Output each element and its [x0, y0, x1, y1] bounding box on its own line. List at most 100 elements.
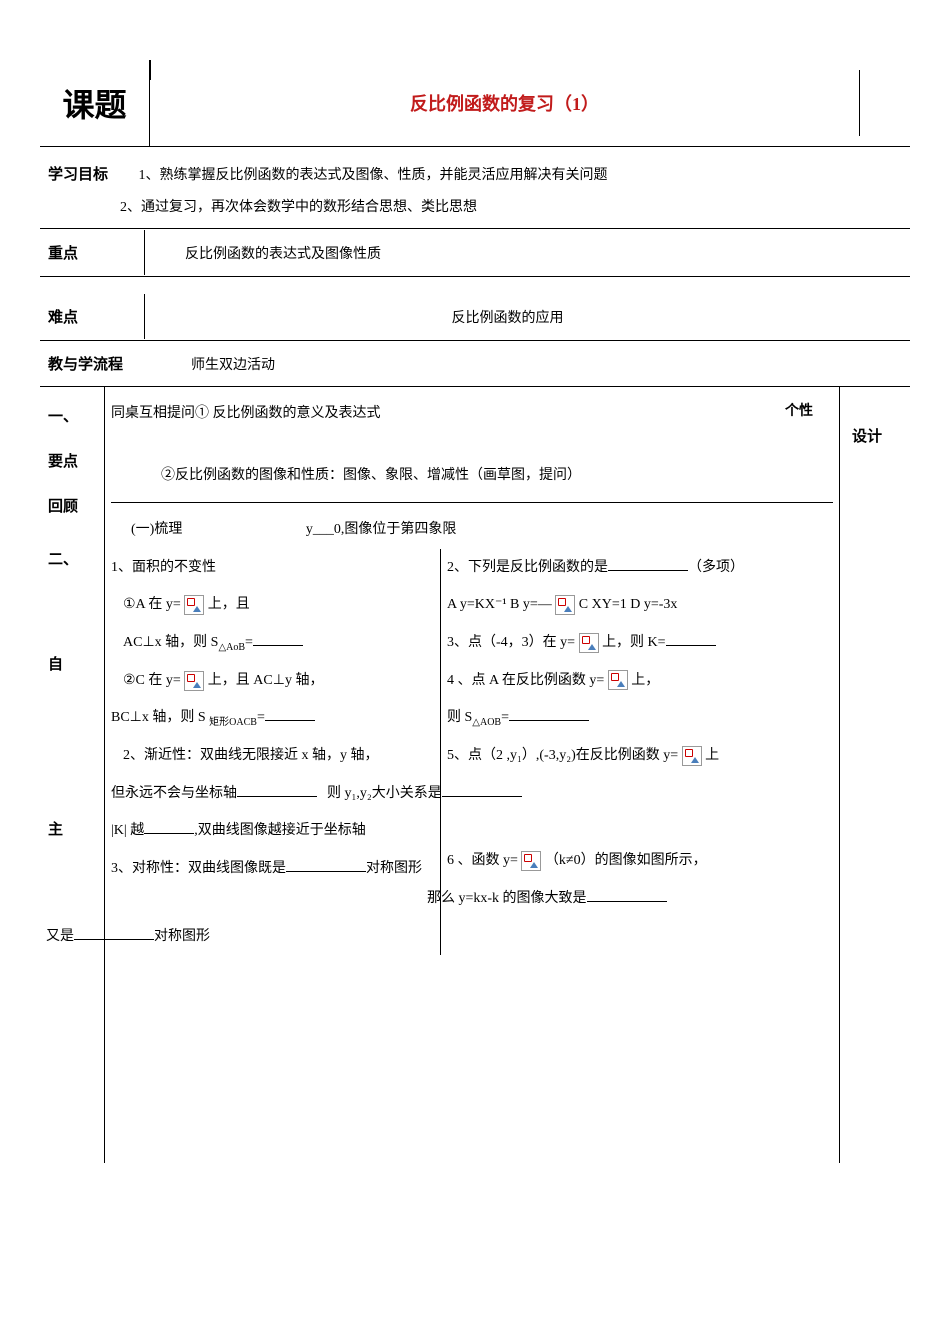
blank-field — [144, 820, 194, 834]
spacer — [44, 530, 100, 538]
flow-label: 教与学流程 — [40, 349, 131, 378]
aob-sub: △AoB — [218, 642, 245, 653]
c-on-line: ②C 在 y= 上，且 AC⊥y 轴， — [111, 662, 434, 700]
q4b-text: 上， — [631, 673, 659, 688]
stage-2: 二、 — [44, 538, 100, 583]
spacer — [111, 433, 833, 457]
stage-1c: 回顾 — [44, 485, 100, 530]
a-on-text: ①A 在 y= — [123, 597, 181, 612]
blank-field — [237, 783, 317, 797]
formula-placeholder-icon — [682, 746, 702, 766]
symm-text: 3、对称性：双曲线图像既是 — [111, 861, 286, 876]
blank-field — [509, 707, 589, 721]
also-text2: 对称图形 — [154, 929, 210, 944]
q2b-text: （多项） — [688, 560, 744, 575]
q6-line: 6 、函数 y= （k≠0）的图像如图所示， — [447, 842, 833, 880]
opts-text: A y=KX⁻¹ B y=— — [447, 597, 552, 612]
q3b-text: 上，则 K= — [602, 635, 666, 650]
q2-line: 2、下列是反比例函数的是（多项） — [447, 549, 833, 587]
title-row: 课题 反比例函数的复习（1） — [40, 60, 910, 147]
formula-placeholder-icon — [579, 633, 599, 653]
flow-row: 教与学流程 师生双边活动 — [40, 341, 910, 386]
middle-column: 同桌互相提问① 反比例函数的意义及表达式 个性 ②反比例函数的图像和性质：图像、… — [105, 387, 840, 1163]
q6-text: 6 、函数 y= — [447, 853, 518, 868]
comb-header: (一)梳理 y___0,图像位于第四象限 — [111, 511, 833, 549]
q4c-line: 则 S△AOB= — [447, 699, 833, 737]
difficulty-content: 反比例函数的应用 — [145, 295, 910, 339]
right-column: 设计 — [840, 387, 910, 1163]
asymp-text: 2、渐近性：双曲线无限接近 x 轴，y 轴， — [123, 748, 379, 763]
blank-field — [265, 707, 315, 721]
k-more-line: |K| 越,双曲线图像越接近于坐标轴 — [111, 812, 434, 850]
ac-perp-line: AC⊥x 轴，则 S△AoB= — [111, 624, 434, 662]
q4c-text: 则 S — [447, 710, 472, 725]
formula-placeholder-icon — [555, 595, 575, 615]
blank-field — [253, 632, 303, 646]
k-more-text: |K| 越 — [111, 823, 144, 838]
blank-field — [666, 632, 716, 646]
main-grid: 一、 要点 回顾 二、 自 主 同桌互相提问① 反比例函数的意义及表达式 个性 … — [40, 386, 910, 1163]
stage-4: 主 — [44, 808, 100, 853]
goal-1: 1、熟练掌握反比例函数的表达式及图像、性质，并能灵活应用解决有关问题 — [139, 168, 608, 183]
goals-label: 学习目标 — [40, 159, 135, 188]
q4e-text: = — [501, 710, 509, 725]
bc-perp-line: BC⊥x 轴，则 S 矩形OACB= — [111, 699, 434, 737]
q5-line: 5、点（2 ,y₁）,(-3,y₂)在反比例函数 y= 上 — [447, 737, 833, 775]
q5-text: 5、点（2 ,y₁）,(-3,y₂)在反比例函数 y= — [447, 748, 678, 763]
stage-3: 自 — [44, 643, 100, 688]
keypoint-content: 反比例函数的表达式及图像性质 — [145, 231, 910, 275]
symm-text2: 对称图形 — [366, 861, 422, 876]
spacer — [44, 688, 100, 808]
personality-label: 个性 — [785, 395, 813, 429]
review-line-1: 同桌互相提问① 反比例函数的意义及表达式 个性 — [111, 395, 833, 433]
flow-content: 师生双边活动 — [131, 350, 335, 378]
q5c-line: 则 y₁,y₂大小关系是 — [327, 775, 833, 813]
keypoint-label: 重点 — [40, 230, 145, 275]
comb-title: (一)梳理 — [111, 522, 182, 537]
q5b-text: 上 — [705, 748, 719, 763]
q4-line: 4 、点 A 在反比例函数 y= 上， — [447, 662, 833, 700]
q6c-text: 那么 y=kx-k 的图像大致是 — [427, 891, 587, 906]
q3-line: 3、点（-4，3）在 y= 上，则 K= — [447, 624, 833, 662]
q6c-line: 那么 y=kx-k 的图像大致是 — [327, 880, 833, 918]
q4-text: 4 、点 A 在反比例函数 y= — [447, 673, 604, 688]
ac-perp-text: AC⊥x 轴，则 S — [123, 635, 218, 650]
formula-placeholder-icon — [608, 670, 628, 690]
bottom-spacer — [111, 955, 833, 1155]
blank-field — [442, 783, 522, 797]
title-content: 反比例函数的复习（1） — [150, 70, 860, 136]
c-on-text2: 上，且 AC⊥y 轴， — [208, 673, 324, 688]
design-label: 设计 — [844, 395, 906, 476]
quadrant-text: y___0,图像位于第四象限 — [186, 522, 457, 537]
title-label: 课题 — [40, 60, 150, 146]
review-text-2: ②反比例函数的图像和性质：图像、象限、增减性（画草图，提问） — [161, 468, 581, 483]
document-page: 课题 反比例函数的复习（1） 学习目标 1、熟练掌握反比例函数的表达式及图像、性… — [40, 60, 910, 1163]
divider-vline — [150, 60, 151, 80]
review-block: 同桌互相提问① 反比例函数的意义及表达式 个性 ②反比例函数的图像和性质：图像、… — [111, 395, 833, 503]
a-on-line: ①A 在 y= 上，且 — [111, 586, 434, 624]
difficulty-row: 难点 反比例函数的应用 — [40, 293, 910, 341]
review-line-2: ②反比例函数的图像和性质：图像、象限、增减性（画草图，提问） — [111, 457, 833, 495]
blank-field — [74, 926, 154, 940]
difficulty-label: 难点 — [40, 294, 145, 339]
a-on-text2: 上，且 — [208, 597, 250, 612]
blank-field — [608, 557, 688, 571]
q6b-text: （k≠0）的图像如图所示， — [545, 853, 707, 868]
goal-row-1: 学习目标 1、熟练掌握反比例函数的表达式及图像、性质，并能灵活应用解决有关问题 — [40, 147, 910, 192]
stage-1b: 要点 — [44, 440, 100, 485]
review-text-1: 同桌互相提问① 反比例函数的意义及表达式 — [111, 406, 381, 421]
spacer — [40, 277, 910, 293]
stage-1: 一、 — [44, 395, 100, 440]
opts-line: A y=KX⁻¹ B y=— C XY=1 D y=-3x — [447, 586, 833, 624]
formula-placeholder-icon — [184, 595, 204, 615]
spacer — [447, 812, 833, 842]
opts2-text: C XY=1 D y=-3x — [579, 597, 678, 612]
area-title: 1、面积的不变性 — [111, 549, 434, 587]
also-line: 又是对称图形 — [46, 918, 434, 956]
never-text: 但永远不会与坐标轴 — [111, 786, 237, 801]
q5c-text: 则 y₁,y₂大小关系是 — [327, 786, 442, 801]
eq-text: = — [245, 635, 253, 650]
formula-placeholder-icon — [184, 671, 204, 691]
blank-field — [587, 888, 667, 902]
rect-sub: 矩形OACB — [209, 717, 257, 728]
